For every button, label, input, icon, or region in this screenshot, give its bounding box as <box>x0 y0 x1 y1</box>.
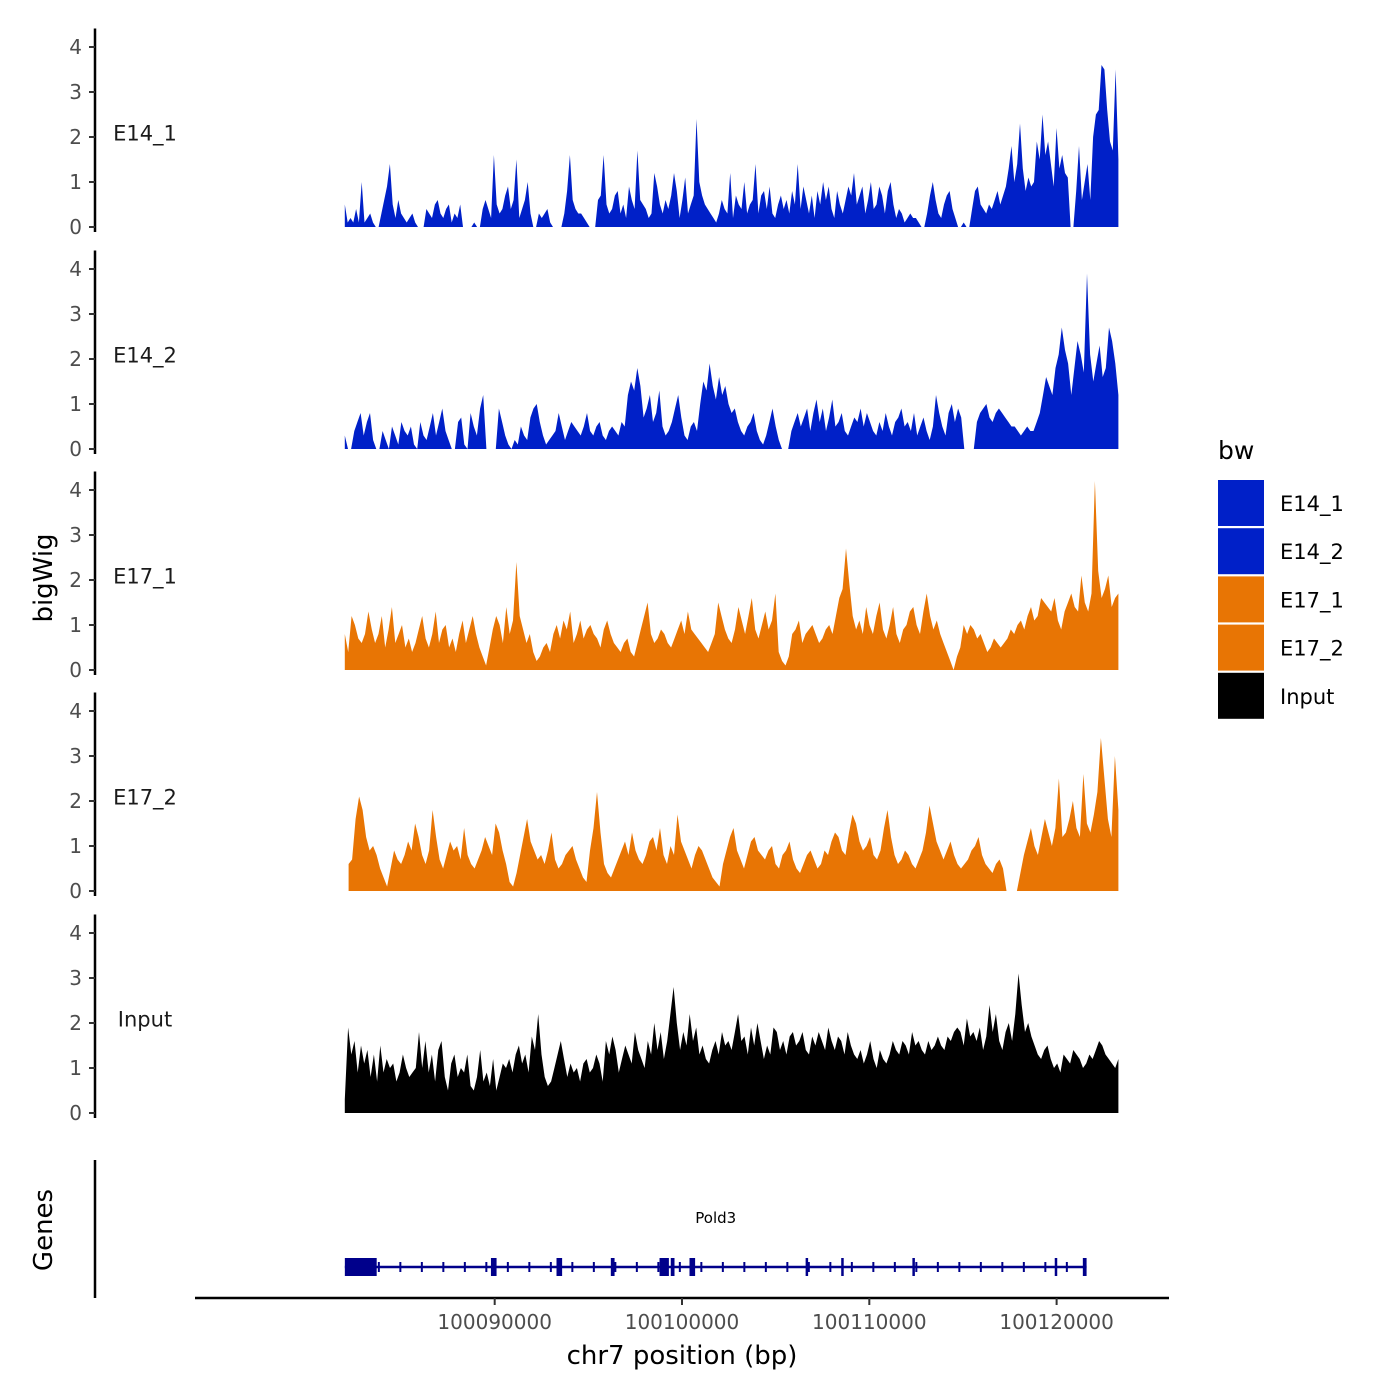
x-tick-label: 100100000 <box>625 1310 740 1334</box>
track-input: 0 1 2 3 4 Input <box>69 914 1119 1125</box>
exon <box>490 1258 497 1276</box>
track-e17-1: 0 1 2 3 4 E17_1 <box>69 471 1119 682</box>
exon <box>556 1258 563 1276</box>
y-tick-label: 2 <box>69 568 82 592</box>
legend-label: E17_1 <box>1280 588 1344 613</box>
exon <box>344 1258 377 1276</box>
legend-item: E14_1 <box>1218 480 1344 526</box>
coverage-tracks: 0 1 2 3 4 E14_1 0 1 2 3 4 E14_2 0 1 2 3 4 E17_1 0 1 2 3 4 E17_2… <box>69 28 1119 1125</box>
y-tick-label: 1 <box>69 834 82 858</box>
coverage-area <box>344 973 1119 1113</box>
gene-track: Pold3 <box>93 1160 1087 1298</box>
y-tick-label: 1 <box>69 392 82 416</box>
coverage-area <box>348 738 1119 891</box>
legend-label: Input <box>1280 685 1334 709</box>
x-tick-label: 100110000 <box>812 1310 927 1334</box>
legend-item: Input <box>1218 672 1334 719</box>
y-tick-label: 2 <box>69 789 82 813</box>
legend-item: E17_2 <box>1218 624 1344 671</box>
x-tick-label: 100120000 <box>999 1310 1114 1334</box>
y-tick-label: 2 <box>69 125 82 149</box>
y-tick-label: 0 <box>69 437 82 461</box>
exon <box>659 1258 669 1276</box>
y-tick-label: 4 <box>69 478 82 502</box>
gene-model: Pold3 <box>344 1209 1087 1276</box>
track-label: E17_2 <box>113 786 177 811</box>
y-tick-label: 0 <box>69 879 82 903</box>
y-tick-label: 2 <box>69 347 82 371</box>
y-tick-label: 0 <box>69 215 82 239</box>
x-tick-label: 100090000 <box>437 1310 552 1334</box>
coverage-area <box>344 481 1119 670</box>
y-tick-label: 3 <box>69 302 82 326</box>
y-tick-label: 2 <box>69 1011 82 1035</box>
exon <box>689 1258 696 1276</box>
legend-item: E17_1 <box>1218 576 1344 623</box>
exon <box>610 1258 615 1276</box>
gene-name: Pold3 <box>695 1209 736 1227</box>
legend-label: E14_2 <box>1280 540 1344 565</box>
legend-swatch <box>1218 480 1264 526</box>
y-tick-label: 4 <box>69 921 82 945</box>
y-axis-title: bigWig <box>29 533 59 622</box>
track-e17-2: 0 1 2 3 4 E17_2 <box>69 692 1119 903</box>
x-axis-title: chr7 position (bp) <box>567 1341 798 1371</box>
y-tick-label: 1 <box>69 613 82 637</box>
legend-label: E17_2 <box>1280 637 1344 662</box>
legend-swatch <box>1218 672 1264 719</box>
track-e14-2: 0 1 2 3 4 E14_2 <box>69 250 1119 461</box>
y-tick-label: 3 <box>69 80 82 104</box>
legend-swatch <box>1218 576 1264 623</box>
exon <box>1054 1258 1058 1276</box>
exon <box>805 1258 809 1276</box>
y-tick-label: 1 <box>69 170 82 194</box>
legend-swatch <box>1218 528 1264 575</box>
y-tick-label: 3 <box>69 744 82 768</box>
y-tick-label: 4 <box>69 699 82 723</box>
y-tick-label: 4 <box>69 257 82 281</box>
y-tick-label: 3 <box>69 966 82 990</box>
exon <box>1082 1258 1087 1276</box>
y-tick-label: 4 <box>69 35 82 59</box>
legend-title: bw <box>1218 436 1254 465</box>
track-label: E14_1 <box>113 122 177 147</box>
exon <box>841 1258 844 1276</box>
coverage-area <box>344 273 1119 449</box>
y-tick-label: 3 <box>69 523 82 547</box>
track-label: E17_1 <box>113 565 177 590</box>
legend-label: E14_1 <box>1280 492 1344 517</box>
track-e14-1: 0 1 2 3 4 E14_1 <box>69 28 1119 239</box>
y-tick-label: 0 <box>69 1101 82 1125</box>
gene-track-title: Genes <box>29 1189 59 1271</box>
x-axis: 100090000 100100000 100110000 100120000 <box>195 1296 1169 1334</box>
track-label: Input <box>118 1008 172 1032</box>
legend-item: E14_2 <box>1218 528 1344 575</box>
exon <box>912 1258 915 1276</box>
legend-swatch <box>1218 624 1264 671</box>
exon <box>670 1258 675 1276</box>
track-label: E14_2 <box>113 344 177 369</box>
legend: bw E14_1 E14_2 E17_1 E17_2 Input <box>1218 436 1344 719</box>
y-tick-label: 0 <box>69 658 82 682</box>
y-tick-label: 1 <box>69 1056 82 1080</box>
coverage-area <box>344 65 1119 227</box>
